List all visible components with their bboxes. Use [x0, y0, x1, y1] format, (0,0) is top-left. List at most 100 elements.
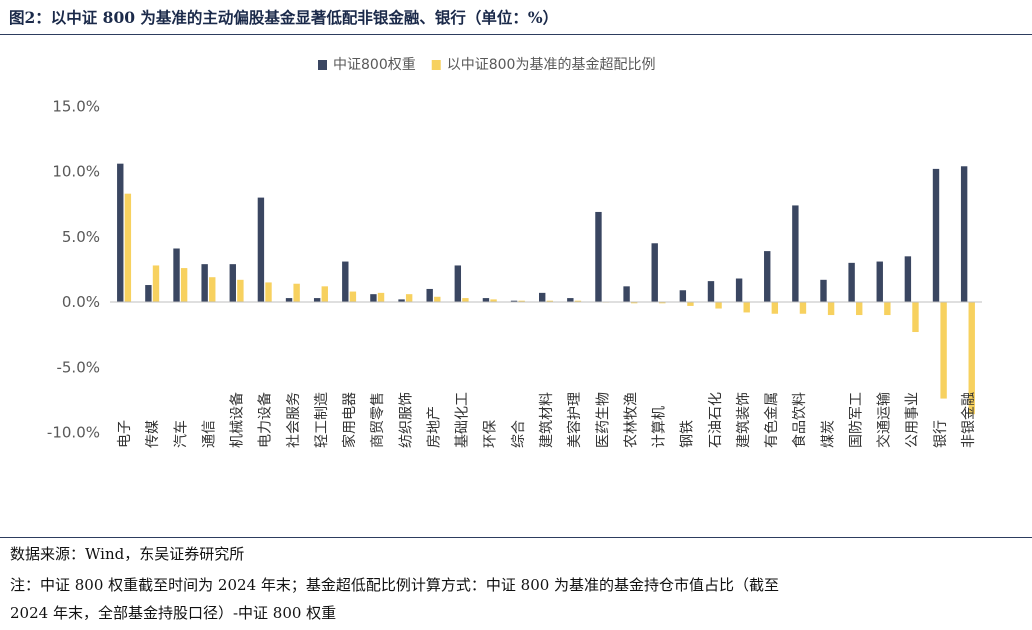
x-tick-label: 国防军工	[848, 392, 864, 448]
x-tick-label: 煤炭	[820, 420, 836, 448]
x-tick-label: 轻工制造	[314, 392, 330, 448]
x-tick-label: 通信	[201, 420, 217, 448]
bar-index-weight	[230, 264, 236, 302]
y-tick-label: 5.0%	[62, 228, 100, 246]
bar-fund-overweight	[237, 280, 243, 302]
bar-fund-overweight	[940, 302, 946, 399]
bar-fund-overweight	[265, 282, 271, 302]
bar-fund-overweight	[687, 302, 693, 306]
legend-swatch	[432, 60, 441, 70]
x-tick-label: 公用事业	[905, 392, 921, 448]
x-tick-label: 有色金属	[763, 392, 780, 448]
bar-index-weight	[314, 298, 320, 302]
legend-swatch	[318, 60, 327, 70]
bar-index-weight	[483, 298, 489, 302]
bar-fund-overweight	[125, 194, 131, 302]
bar-fund-overweight	[715, 302, 721, 309]
bar-fund-overweight	[800, 302, 806, 314]
bar-index-weight	[539, 293, 545, 302]
bar-index-weight	[820, 280, 826, 302]
bar-index-weight	[145, 285, 151, 302]
x-tick-label: 房地产	[426, 406, 442, 448]
note-line-2: 2024 年末，全部基金持股口径）-中证 800 权重	[10, 602, 336, 623]
y-tick-label: -10.0%	[47, 424, 100, 442]
x-tick-label: 食品饮料	[791, 392, 808, 448]
x-tick-label: 家用电器	[341, 392, 358, 448]
bar-index-weight	[652, 243, 658, 302]
legend-label: 中证800权重	[333, 57, 416, 73]
bar-index-weight	[708, 281, 714, 302]
bar-index-weight	[961, 166, 967, 302]
x-tick-label: 传媒	[145, 420, 161, 448]
x-tick-label: 非银金融	[961, 392, 977, 448]
x-tick-label: 医药生物	[595, 392, 611, 448]
bar-fund-overweight	[912, 302, 918, 332]
y-tick-label: 10.0%	[52, 163, 100, 181]
x-tick-label: 电子	[117, 420, 133, 448]
bar-index-weight	[370, 294, 376, 302]
bar-fund-overweight	[434, 297, 440, 302]
bar-fund-overweight	[772, 302, 778, 314]
x-tick-label: 交通运输	[876, 392, 893, 448]
bar-index-weight	[426, 289, 432, 302]
x-tick-label: 计算机	[652, 406, 668, 448]
bar-fund-overweight	[744, 302, 750, 312]
x-tick-label: 基础化工	[454, 392, 471, 448]
bottom-divider	[0, 537, 1032, 538]
bar-fund-overweight	[209, 277, 215, 302]
bar-index-weight	[201, 264, 207, 302]
x-tick-label: 石油石化	[708, 392, 724, 448]
bar-fund-overweight	[322, 286, 328, 302]
note-line-1: 注：中证 800 权重截至时间为 2024 年末；基金超低配比例计算方式：中证 …	[10, 574, 779, 595]
x-tick-label: 美容护理	[566, 392, 583, 448]
bar-index-weight	[117, 164, 123, 302]
bar-fund-overweight	[406, 294, 412, 302]
bar-fund-overweight	[181, 268, 187, 302]
data-source: 数据来源：Wind，东吴证券研究所	[10, 543, 244, 564]
bar-fund-overweight	[856, 302, 862, 315]
bar-index-weight	[286, 298, 292, 302]
x-tick-label: 商贸零售	[370, 392, 386, 448]
bar-index-weight	[567, 298, 573, 302]
x-tick-label: 机械设备	[229, 392, 246, 448]
x-tick-label: 建筑材料	[539, 392, 555, 448]
x-tick-label: 汽车	[172, 420, 189, 448]
x-tick-label: 环保	[483, 420, 499, 448]
bar-index-weight	[933, 169, 939, 302]
bar-fund-overweight	[153, 265, 159, 302]
bar-index-weight	[792, 205, 798, 302]
y-tick-label: -5.0%	[56, 358, 100, 376]
y-tick-label: 15.0%	[52, 97, 100, 115]
x-tick-label: 综合	[511, 420, 527, 448]
bar-index-weight	[342, 262, 348, 302]
x-tick-label: 农林牧渔	[623, 392, 639, 448]
bar-index-weight	[455, 265, 461, 302]
bar-index-weight	[736, 279, 742, 302]
x-tick-label: 电力设备	[257, 392, 274, 448]
bar-index-weight	[877, 262, 883, 302]
bar-fund-overweight	[828, 302, 834, 315]
bar-fund-overweight	[462, 298, 468, 302]
x-tick-label: 社会服务	[286, 392, 302, 448]
x-tick-label: 银行	[933, 420, 949, 448]
bar-fund-overweight	[293, 284, 299, 302]
x-tick-label: 纺织服饰	[398, 392, 414, 448]
x-tick-label: 建筑装饰	[736, 392, 752, 448]
bar-index-weight	[623, 286, 629, 302]
bar-fund-overweight	[378, 293, 384, 302]
bar-fund-overweight	[350, 292, 356, 302]
bar-index-weight	[258, 198, 264, 302]
x-tick-label: 钢铁	[680, 420, 696, 448]
bar-index-weight	[905, 256, 911, 302]
bar-index-weight	[173, 248, 179, 302]
y-tick-label: 0.0%	[62, 293, 100, 311]
bar-chart: -10.0% -5.0% 0.0% 5.0% 10.0% 15.0% 电子 传媒 汽车 通信 机械设…	[0, 36, 1032, 536]
legend-label: 以中证800为基准的基金超配比例	[447, 56, 656, 73]
bar-fund-overweight	[884, 302, 890, 315]
bar-index-weight	[848, 263, 854, 302]
figure-title: 图2：以中证 800 为基准的主动偏股基金显著低配非银金融、银行（单位：%）	[9, 6, 558, 28]
bar-index-weight	[595, 212, 601, 302]
bar-index-weight	[764, 251, 770, 302]
bar-index-weight	[680, 290, 686, 302]
top-divider	[0, 34, 1032, 35]
